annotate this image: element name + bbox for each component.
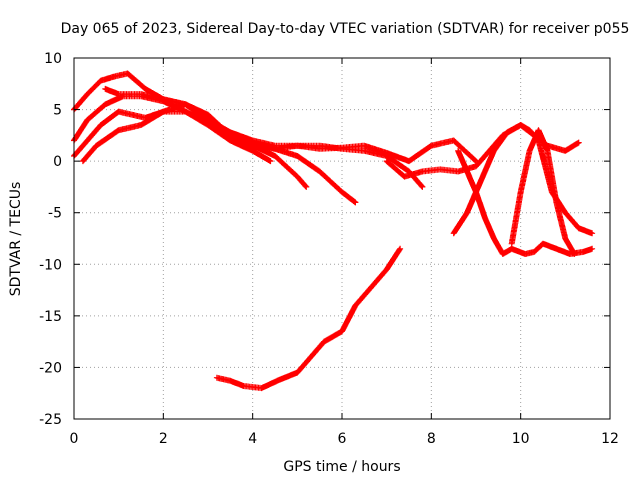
x-tick-label: 12 (601, 431, 619, 447)
series-arc-f (213, 245, 404, 392)
x-tick-label: 8 (427, 431, 436, 447)
x-tick-label: 0 (70, 431, 79, 447)
y-tick-label: -25 (39, 412, 62, 428)
x-tick-label: 4 (248, 431, 257, 447)
y-tick-label: -20 (39, 360, 62, 376)
x-tick-label: 6 (338, 431, 347, 447)
grid-layer (74, 58, 610, 419)
series-arc-i (455, 147, 596, 257)
y-tick-label: 10 (44, 51, 62, 67)
x-tick-label: 2 (159, 431, 168, 447)
y-tick-label: -15 (39, 309, 62, 325)
tick-layer: 0 2 4 6 8 10 12 10 5 0 -5 -10 -15 -20 -25 (39, 51, 619, 447)
x-tick-label: 10 (512, 431, 530, 447)
series-arc-e (102, 85, 479, 165)
y-axis-label: SDTVAR / TECUs (8, 182, 24, 297)
y-tick-label: 5 (53, 103, 62, 119)
chart-title: Day 065 of 2023, Sidereal Day-to-day VTE… (61, 21, 630, 37)
series-layer (71, 70, 596, 392)
series-arc-j (508, 127, 578, 257)
y-tick-label: -10 (39, 257, 62, 273)
x-axis-label: GPS time / hours (283, 459, 400, 475)
y-tick-label: 0 (53, 154, 62, 170)
y-tick-label: -5 (48, 206, 62, 222)
